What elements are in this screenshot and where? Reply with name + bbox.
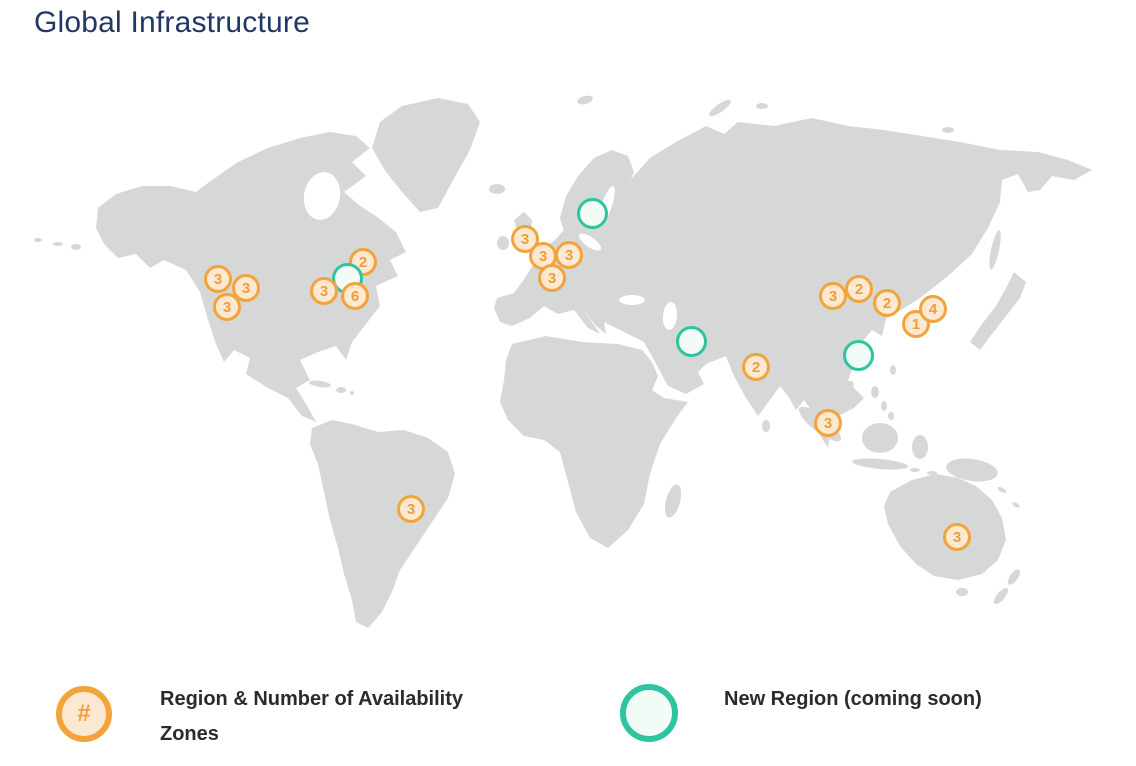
region-marker: 1 — [902, 310, 930, 338]
caspian-sea — [662, 302, 678, 330]
region-marker: 3 — [819, 282, 847, 310]
availability-zone-count: 3 — [241, 279, 251, 297]
availability-zone-count: 3 — [222, 298, 232, 316]
aleutian-island — [34, 238, 42, 242]
philippine-island — [881, 401, 887, 411]
new-zealand-north — [1007, 569, 1021, 585]
svalbard — [577, 95, 593, 105]
availability-zone-count: 1 — [911, 315, 921, 333]
availability-zone-count: 4 — [928, 300, 938, 318]
new-region-marker — [675, 325, 707, 357]
hainan — [846, 381, 854, 387]
availability-zone-count: 3 — [538, 247, 548, 265]
availability-zone-count: 2 — [854, 280, 864, 298]
region-marker: 3 — [213, 293, 241, 321]
availability-zone-count: 3 — [319, 282, 329, 300]
continent-australia — [884, 474, 1006, 580]
region-marker: 3 — [310, 277, 338, 305]
japan — [970, 272, 1026, 350]
availability-zone-count: 3 — [520, 230, 530, 248]
region-marker: 2 — [873, 289, 901, 317]
availability-zone-count: 3 — [406, 500, 416, 518]
philippine-island — [871, 386, 879, 398]
pacific-island — [1012, 502, 1020, 508]
aleutian-island — [53, 242, 63, 246]
sulawesi — [912, 435, 928, 459]
cuba — [309, 380, 331, 388]
greenland — [372, 98, 480, 212]
region-marker: 3 — [397, 495, 425, 523]
new-zealand-south — [993, 587, 1009, 605]
region-marker: 2 — [845, 275, 873, 303]
region-marker: 3 — [538, 264, 566, 292]
pacific-island — [997, 486, 1007, 494]
region-legend-label: Region & Number of Availability Zones — [160, 688, 463, 745]
continent-south-america — [310, 420, 455, 628]
availability-zone-count: 3 — [828, 287, 838, 305]
arctic-island — [756, 103, 768, 109]
black-sea — [619, 295, 645, 305]
continent-eurasia — [494, 118, 1092, 448]
region-marker: 3 — [232, 274, 260, 302]
mediterranean-island — [555, 301, 561, 311]
continent-africa — [500, 336, 688, 548]
taiwan — [890, 365, 896, 375]
availability-zone-count: 6 — [350, 287, 360, 305]
availability-zone-count: 3 — [547, 269, 557, 287]
region-marker: 4 — [919, 295, 947, 323]
caribbean-island — [350, 391, 354, 395]
region-legend-icon: # — [56, 686, 112, 742]
borneo — [862, 423, 898, 453]
availability-zone-count: 2 — [751, 358, 761, 376]
availability-count-symbol: # — [77, 700, 91, 727]
lesser-sunda-island — [927, 471, 937, 475]
madagascar — [664, 484, 682, 518]
ireland — [497, 236, 509, 250]
availability-zone-count: 3 — [823, 414, 833, 432]
philippine-island — [888, 412, 894, 420]
sakhalin — [989, 230, 1001, 270]
region-marker: 6 — [341, 282, 369, 310]
new-region-marker — [842, 339, 874, 371]
availability-zone-count: 2 — [358, 253, 368, 271]
java — [852, 458, 908, 470]
availability-zone-count: 3 — [564, 246, 574, 264]
new-region-legend-icon — [620, 684, 678, 742]
sri-lanka — [762, 420, 770, 432]
page-title: Global Infrastructure — [34, 6, 310, 39]
mediterranean-island — [590, 315, 598, 321]
availability-zone-count: 2 — [882, 294, 892, 312]
arctic-island — [942, 127, 954, 133]
new-guinea — [946, 458, 998, 482]
availability-zone-count: 3 — [213, 270, 223, 288]
availability-zone-count: 3 — [952, 528, 962, 546]
baltic-sea — [578, 233, 602, 251]
region-marker: 3 — [943, 523, 971, 551]
region-marker: 3 — [814, 409, 842, 437]
lesser-sunda-island — [910, 468, 920, 472]
iceland — [489, 184, 505, 194]
aleutian-island — [71, 244, 81, 250]
new-region-legend-label: New Region (coming soon) — [724, 688, 982, 710]
region-marker: 2 — [742, 353, 770, 381]
new-region-marker — [576, 197, 608, 229]
region-marker: 3 — [204, 265, 232, 293]
hudson-bay — [303, 172, 341, 220]
tasmania — [956, 588, 968, 596]
arctic-island — [709, 99, 731, 117]
hispaniola — [336, 387, 346, 393]
